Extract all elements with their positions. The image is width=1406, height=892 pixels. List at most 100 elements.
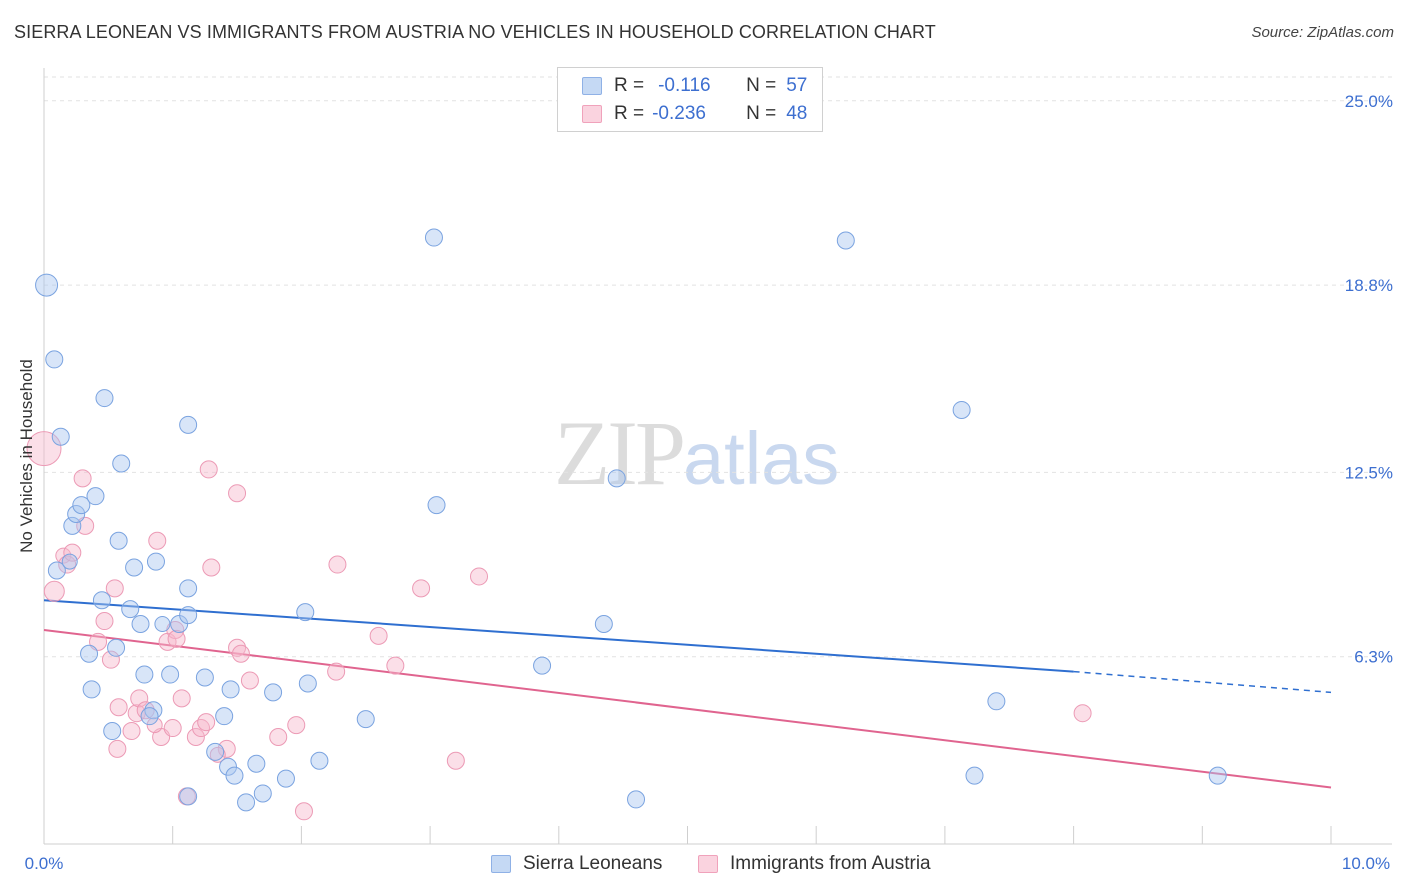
point-sierra-leonean — [215, 707, 234, 726]
point-sierra-leonean — [72, 496, 91, 515]
y-tick-label: 18.8% — [1345, 276, 1393, 295]
point-austria — [1073, 704, 1092, 723]
bottom-legend-sierra-leoneans: Sierra Leoneans — [491, 851, 662, 877]
point-sierra-leonean — [427, 496, 446, 515]
point-sierra-leonean — [310, 751, 329, 770]
correlation-legend: R = -0.116 N = 57 R = -0.236 N = 48 — [557, 67, 823, 132]
point-sierra-leonean — [95, 389, 114, 408]
point-austria — [446, 751, 465, 770]
point-sierra-leonean — [61, 553, 78, 570]
point-sierra-leonean — [247, 754, 266, 773]
point-sierra-leonean — [607, 469, 626, 488]
point-austria — [192, 719, 211, 738]
point-austria — [228, 484, 247, 503]
point-sierra-leonean — [179, 787, 198, 806]
legend-swatch-blue — [582, 77, 602, 95]
point-sierra-leonean — [264, 683, 283, 702]
point-austria — [73, 469, 92, 488]
point-austria — [327, 662, 346, 681]
point-sierra-leonean — [179, 579, 198, 598]
point-sierra-leonean — [131, 615, 150, 634]
point-austria — [167, 629, 186, 648]
point-sierra-leonean — [221, 680, 240, 699]
legend-n-value: 48 — [786, 103, 808, 124]
point-austria — [209, 746, 226, 763]
point-sierra-leonean — [195, 668, 214, 687]
point-austria — [240, 671, 259, 690]
point-sierra-leonean — [45, 350, 64, 369]
legend-r-label: R = — [614, 103, 645, 124]
point-austria — [95, 612, 114, 631]
point-austria — [105, 579, 124, 598]
point-sierra-leonean — [965, 766, 984, 785]
trend-line-sierra-leoneans-extension — [1073, 670, 1332, 694]
bottom-legend-swatch-blue — [491, 855, 511, 873]
point-austria — [386, 656, 405, 675]
point-austria — [76, 516, 95, 535]
point-austria — [202, 558, 221, 577]
point-austria — [172, 689, 191, 708]
tick-labels: 25.0% 18.8% 12.5% 6.3% 0.0% 10.0% — [25, 92, 1393, 873]
point-sierra-leonean — [356, 710, 375, 729]
point-sierra-leonean — [161, 665, 180, 684]
point-sierra-leonean — [237, 793, 256, 812]
point-austria — [199, 460, 218, 479]
point-austria — [369, 626, 388, 645]
point-sierra-leonean — [92, 591, 111, 610]
point-sierra-leonean — [112, 454, 131, 473]
legend-r-label: R = — [614, 75, 645, 96]
point-austria — [231, 644, 250, 663]
point-austria — [146, 717, 163, 734]
point-sierra-leonean — [179, 606, 198, 625]
point-sierra-leonean — [125, 558, 144, 577]
point-sierra-leonean — [35, 273, 59, 297]
x-tick-label-max: 10.0% — [1342, 854, 1390, 873]
point-sierra-leonean — [253, 784, 272, 803]
bottom-legend-label: Immigrants from Austria — [730, 853, 931, 874]
y-tick-label: 6.3% — [1354, 648, 1393, 667]
point-austria — [63, 543, 82, 562]
trend-lines — [43, 599, 1332, 789]
trend-line-austria — [43, 628, 1332, 789]
point-austria — [89, 632, 108, 651]
legend-row-sierra-leoneans: R = -0.116 N = 57 — [582, 73, 807, 99]
x-tick-label-min: 0.0% — [25, 854, 64, 873]
point-sierra-leonean — [225, 766, 244, 785]
point-austria — [101, 650, 120, 669]
point-sierra-leonean — [135, 665, 154, 684]
point-sierra-leonean — [80, 644, 99, 663]
point-sierra-leonean — [82, 680, 101, 699]
legend-n-label: N = — [746, 75, 777, 96]
watermark: ZIPatlas — [554, 400, 839, 506]
point-austria — [294, 802, 313, 821]
point-austria — [287, 716, 306, 735]
point-sierra-leonean — [47, 561, 66, 580]
point-austria — [328, 555, 347, 574]
y-tick-label: 25.0% — [1345, 92, 1393, 111]
watermark-atlas: atlas — [683, 417, 840, 500]
point-austria — [130, 689, 149, 708]
point-sierra-leonean — [298, 674, 317, 693]
point-sierra-leonean — [219, 757, 238, 776]
point-sierra-leonean — [51, 427, 70, 446]
y-axis-label: No Vehicles in Household — [17, 359, 36, 553]
legend-n-label: N = — [746, 103, 777, 124]
point-austria — [217, 739, 236, 758]
point-austria — [269, 727, 288, 746]
point-sierra-leonean — [107, 638, 126, 657]
point-sierra-leonean — [67, 505, 86, 524]
point-austria — [148, 531, 167, 550]
bottom-legend-label: Sierra Leoneans — [523, 853, 663, 874]
point-sierra-leonean — [121, 600, 140, 619]
point-sierra-leonean — [154, 616, 171, 633]
point-austria — [109, 698, 128, 717]
point-austria — [197, 713, 216, 732]
point-sierra-leonean — [1208, 766, 1227, 785]
point-sierra-leonean — [296, 603, 315, 622]
point-sierra-leonean — [109, 531, 128, 550]
source-credit: Source: ZipAtlas.com — [1251, 24, 1394, 41]
point-sierra-leonean — [952, 400, 971, 419]
point-sierra-leonean — [140, 707, 159, 726]
point-austria — [108, 739, 127, 758]
